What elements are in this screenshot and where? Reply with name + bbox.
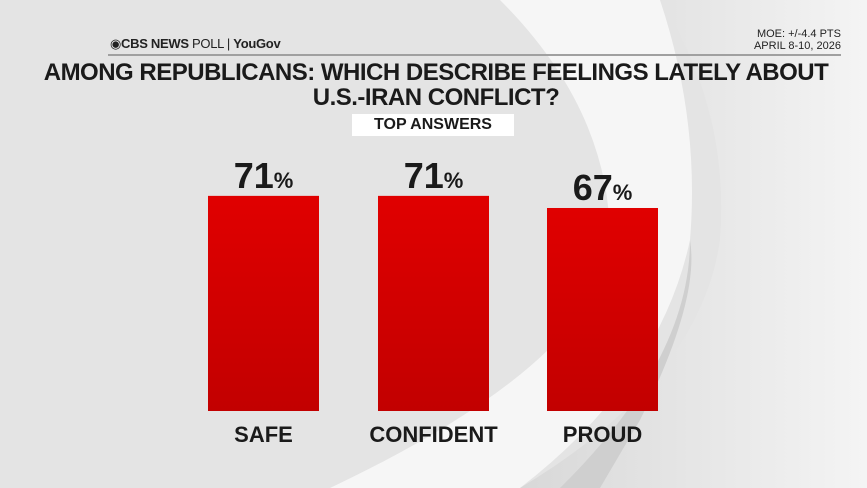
divider bbox=[108, 54, 841, 56]
category-label: SAFE bbox=[234, 422, 293, 447]
bar-proud bbox=[547, 207, 658, 411]
poll-info: MOE: +/-4.4 PTS APRIL 8-10, 2026 bbox=[754, 28, 841, 52]
chart-subtitle: TOP ANSWERS bbox=[352, 114, 514, 136]
chart-title: AMONG REPUBLICANS: WHICH DESCRIBE FEELIN… bbox=[43, 59, 829, 111]
partner-logo: YouGov bbox=[233, 36, 281, 51]
poll-label: POLL bbox=[192, 36, 224, 51]
data-label: 71% bbox=[404, 155, 464, 196]
data-label: 67% bbox=[573, 167, 633, 208]
cbs-news-poll-logo: ◉CBS NEWS POLL | YouGov bbox=[110, 36, 281, 51]
data-label: 71% bbox=[234, 155, 294, 196]
bar-confident bbox=[378, 195, 489, 411]
poll-dates: APRIL 8-10, 2026 bbox=[753, 40, 841, 52]
cbs-eye-icon: ◉ bbox=[110, 36, 122, 51]
brand: CBS NEWS bbox=[121, 36, 189, 51]
bar-safe bbox=[208, 195, 319, 411]
moe: MOE: +/-4.4 PTS bbox=[756, 28, 841, 40]
category-label: CONFIDENT bbox=[369, 422, 498, 447]
category-label: PROUD bbox=[563, 422, 642, 447]
